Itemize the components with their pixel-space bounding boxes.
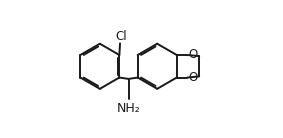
Text: O: O bbox=[188, 71, 198, 84]
Text: Cl: Cl bbox=[115, 30, 127, 43]
Text: NH₂: NH₂ bbox=[117, 102, 140, 115]
Text: O: O bbox=[188, 48, 198, 61]
